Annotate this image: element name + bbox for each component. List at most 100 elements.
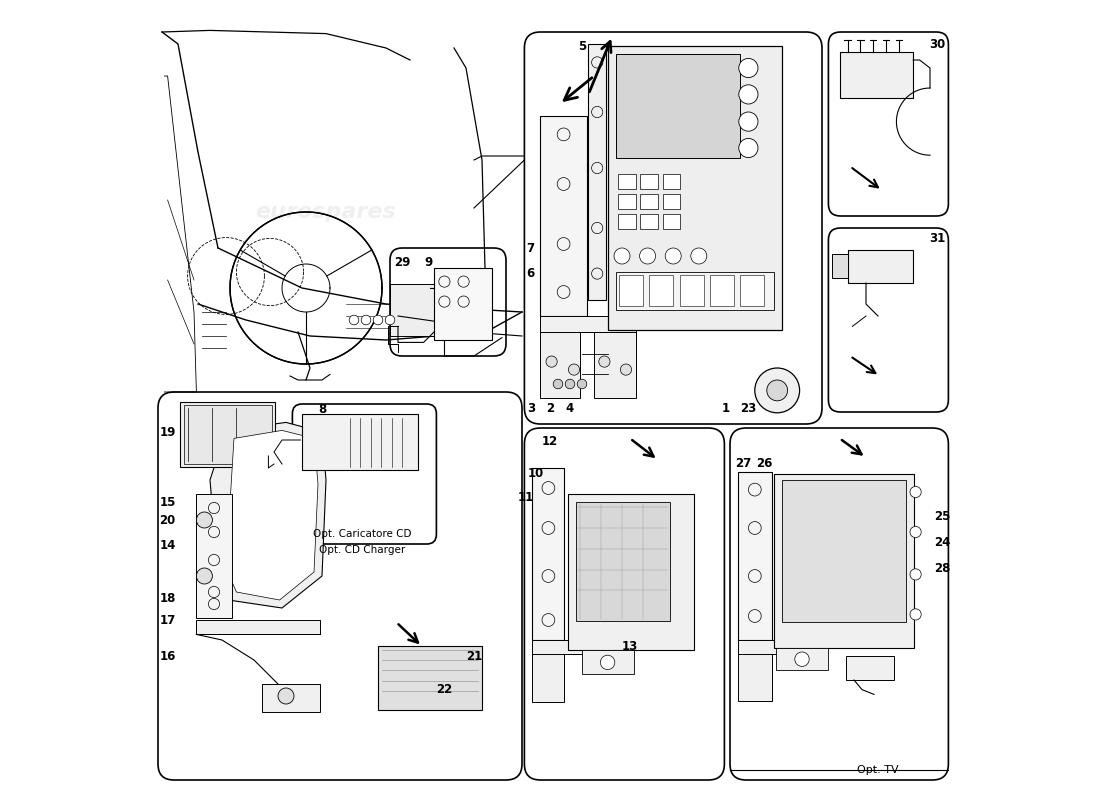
Circle shape	[546, 356, 558, 367]
FancyBboxPatch shape	[828, 32, 948, 216]
Text: eurospares: eurospares	[551, 582, 692, 602]
Text: 29: 29	[395, 256, 411, 269]
Circle shape	[620, 364, 631, 375]
Text: 23: 23	[740, 402, 757, 414]
Circle shape	[385, 315, 395, 325]
Circle shape	[666, 248, 681, 264]
Text: 17: 17	[160, 614, 176, 626]
Bar	[180, 402, 275, 467]
Circle shape	[553, 379, 563, 389]
Text: eurospares: eurospares	[768, 582, 909, 602]
Bar	[262, 684, 320, 712]
Bar	[740, 275, 764, 306]
Circle shape	[349, 315, 359, 325]
Bar	[832, 254, 848, 278]
Bar	[738, 654, 771, 701]
Bar	[839, 52, 913, 98]
FancyBboxPatch shape	[158, 392, 522, 780]
Bar	[619, 275, 642, 306]
Bar	[618, 194, 636, 209]
Text: 24: 24	[934, 536, 950, 549]
Circle shape	[739, 138, 758, 158]
Text: 22: 22	[437, 683, 452, 696]
Text: 5: 5	[578, 40, 586, 53]
Text: 12: 12	[542, 435, 558, 448]
Bar	[184, 405, 272, 464]
Bar	[738, 472, 771, 640]
Bar	[540, 316, 637, 332]
Text: 30: 30	[930, 38, 945, 50]
Text: Opt. CD Charger: Opt. CD Charger	[319, 546, 405, 555]
Text: 28: 28	[934, 562, 950, 574]
Bar	[532, 654, 564, 702]
Text: 1: 1	[722, 402, 730, 414]
Circle shape	[373, 315, 383, 325]
Text: 13: 13	[621, 640, 638, 653]
Bar	[378, 646, 482, 710]
Bar	[594, 332, 637, 398]
Bar	[532, 640, 616, 654]
Bar	[663, 194, 681, 209]
Circle shape	[795, 652, 810, 666]
Bar	[774, 474, 914, 648]
Bar	[640, 194, 658, 209]
Circle shape	[691, 248, 707, 264]
Circle shape	[578, 379, 586, 389]
Circle shape	[739, 112, 758, 131]
Text: 15: 15	[160, 496, 176, 509]
FancyBboxPatch shape	[525, 32, 822, 424]
Circle shape	[755, 368, 800, 413]
Text: 7: 7	[527, 242, 535, 254]
Circle shape	[739, 58, 758, 78]
Circle shape	[639, 248, 656, 264]
FancyBboxPatch shape	[390, 248, 506, 356]
Bar	[568, 494, 694, 650]
Circle shape	[197, 512, 212, 528]
Bar	[390, 284, 474, 336]
Bar	[616, 272, 774, 310]
Text: Opt. Caricatore CD: Opt. Caricatore CD	[312, 530, 411, 539]
Circle shape	[361, 315, 371, 325]
Circle shape	[767, 380, 788, 401]
Text: eurospares: eurospares	[232, 574, 373, 594]
Text: eurospares: eurospares	[584, 246, 725, 266]
Bar	[532, 468, 564, 640]
Circle shape	[197, 568, 212, 584]
FancyBboxPatch shape	[525, 428, 725, 780]
Bar	[607, 46, 782, 330]
Bar	[618, 174, 636, 189]
Bar	[649, 275, 673, 306]
Circle shape	[910, 486, 921, 498]
Text: 31: 31	[930, 232, 945, 245]
Polygon shape	[226, 430, 318, 600]
Bar	[616, 54, 739, 158]
Bar	[588, 44, 606, 300]
Bar	[710, 275, 734, 306]
Bar	[663, 214, 681, 229]
Text: 20: 20	[160, 514, 176, 526]
Circle shape	[910, 569, 921, 580]
Bar	[640, 174, 658, 189]
Text: 21: 21	[466, 650, 482, 662]
Bar	[663, 174, 681, 189]
Circle shape	[739, 85, 758, 104]
Bar	[540, 332, 581, 398]
Bar	[197, 494, 232, 618]
Bar	[582, 650, 634, 674]
Bar	[777, 648, 828, 670]
Circle shape	[598, 356, 611, 367]
Circle shape	[614, 248, 630, 264]
Circle shape	[565, 379, 575, 389]
Bar	[618, 214, 636, 229]
Bar	[640, 214, 658, 229]
Text: 26: 26	[756, 458, 772, 470]
Bar	[434, 268, 492, 340]
Text: 3: 3	[527, 402, 535, 414]
Bar	[846, 656, 894, 680]
Bar	[738, 640, 824, 654]
Text: 18: 18	[160, 592, 176, 605]
Bar	[302, 414, 418, 470]
Circle shape	[601, 655, 615, 670]
FancyBboxPatch shape	[828, 228, 948, 412]
Bar	[197, 620, 320, 634]
